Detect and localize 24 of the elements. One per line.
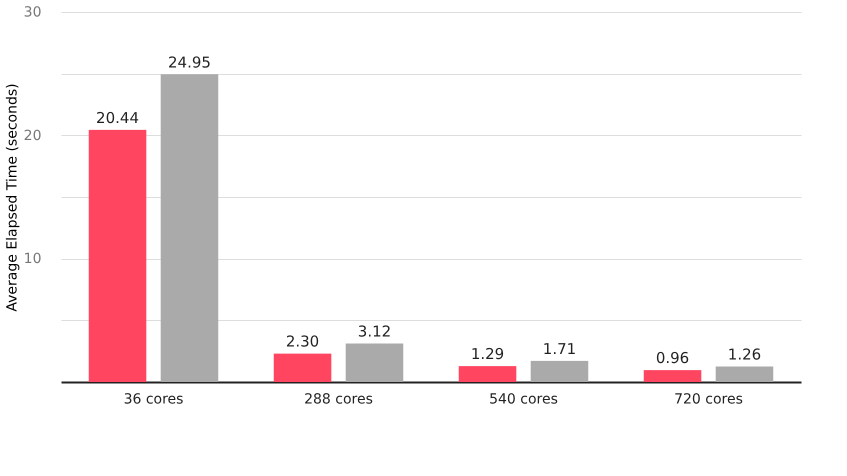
y-tick-label: 20 <box>24 128 42 144</box>
bar <box>530 360 588 382</box>
x-tick-label: 540 cores <box>489 392 558 408</box>
bar <box>274 354 332 382</box>
data-label: 2.30 <box>286 332 320 351</box>
bar <box>716 366 774 382</box>
y-tick-label: 30 <box>24 4 42 20</box>
data-label: 1.71 <box>542 340 576 358</box>
bar <box>458 366 516 382</box>
y-axis-title: Average Elapsed Time (seconds) <box>4 83 21 312</box>
x-tick-label: 720 cores <box>674 392 743 408</box>
y-tick-label: 10 <box>24 251 42 268</box>
data-label: 3.12 <box>358 322 392 341</box>
data-label: 1.26 <box>728 345 762 364</box>
x-tick-label: 36 cores <box>124 392 184 408</box>
bar <box>160 74 218 382</box>
data-label: 0.96 <box>656 349 690 368</box>
bar <box>346 344 404 382</box>
data-label: 24.95 <box>168 53 211 72</box>
data-label: 20.44 <box>96 108 140 127</box>
bar <box>644 370 702 382</box>
bar <box>88 130 146 382</box>
data-label: 1.29 <box>470 345 504 364</box>
x-tick-label: 288 cores <box>304 392 373 408</box>
